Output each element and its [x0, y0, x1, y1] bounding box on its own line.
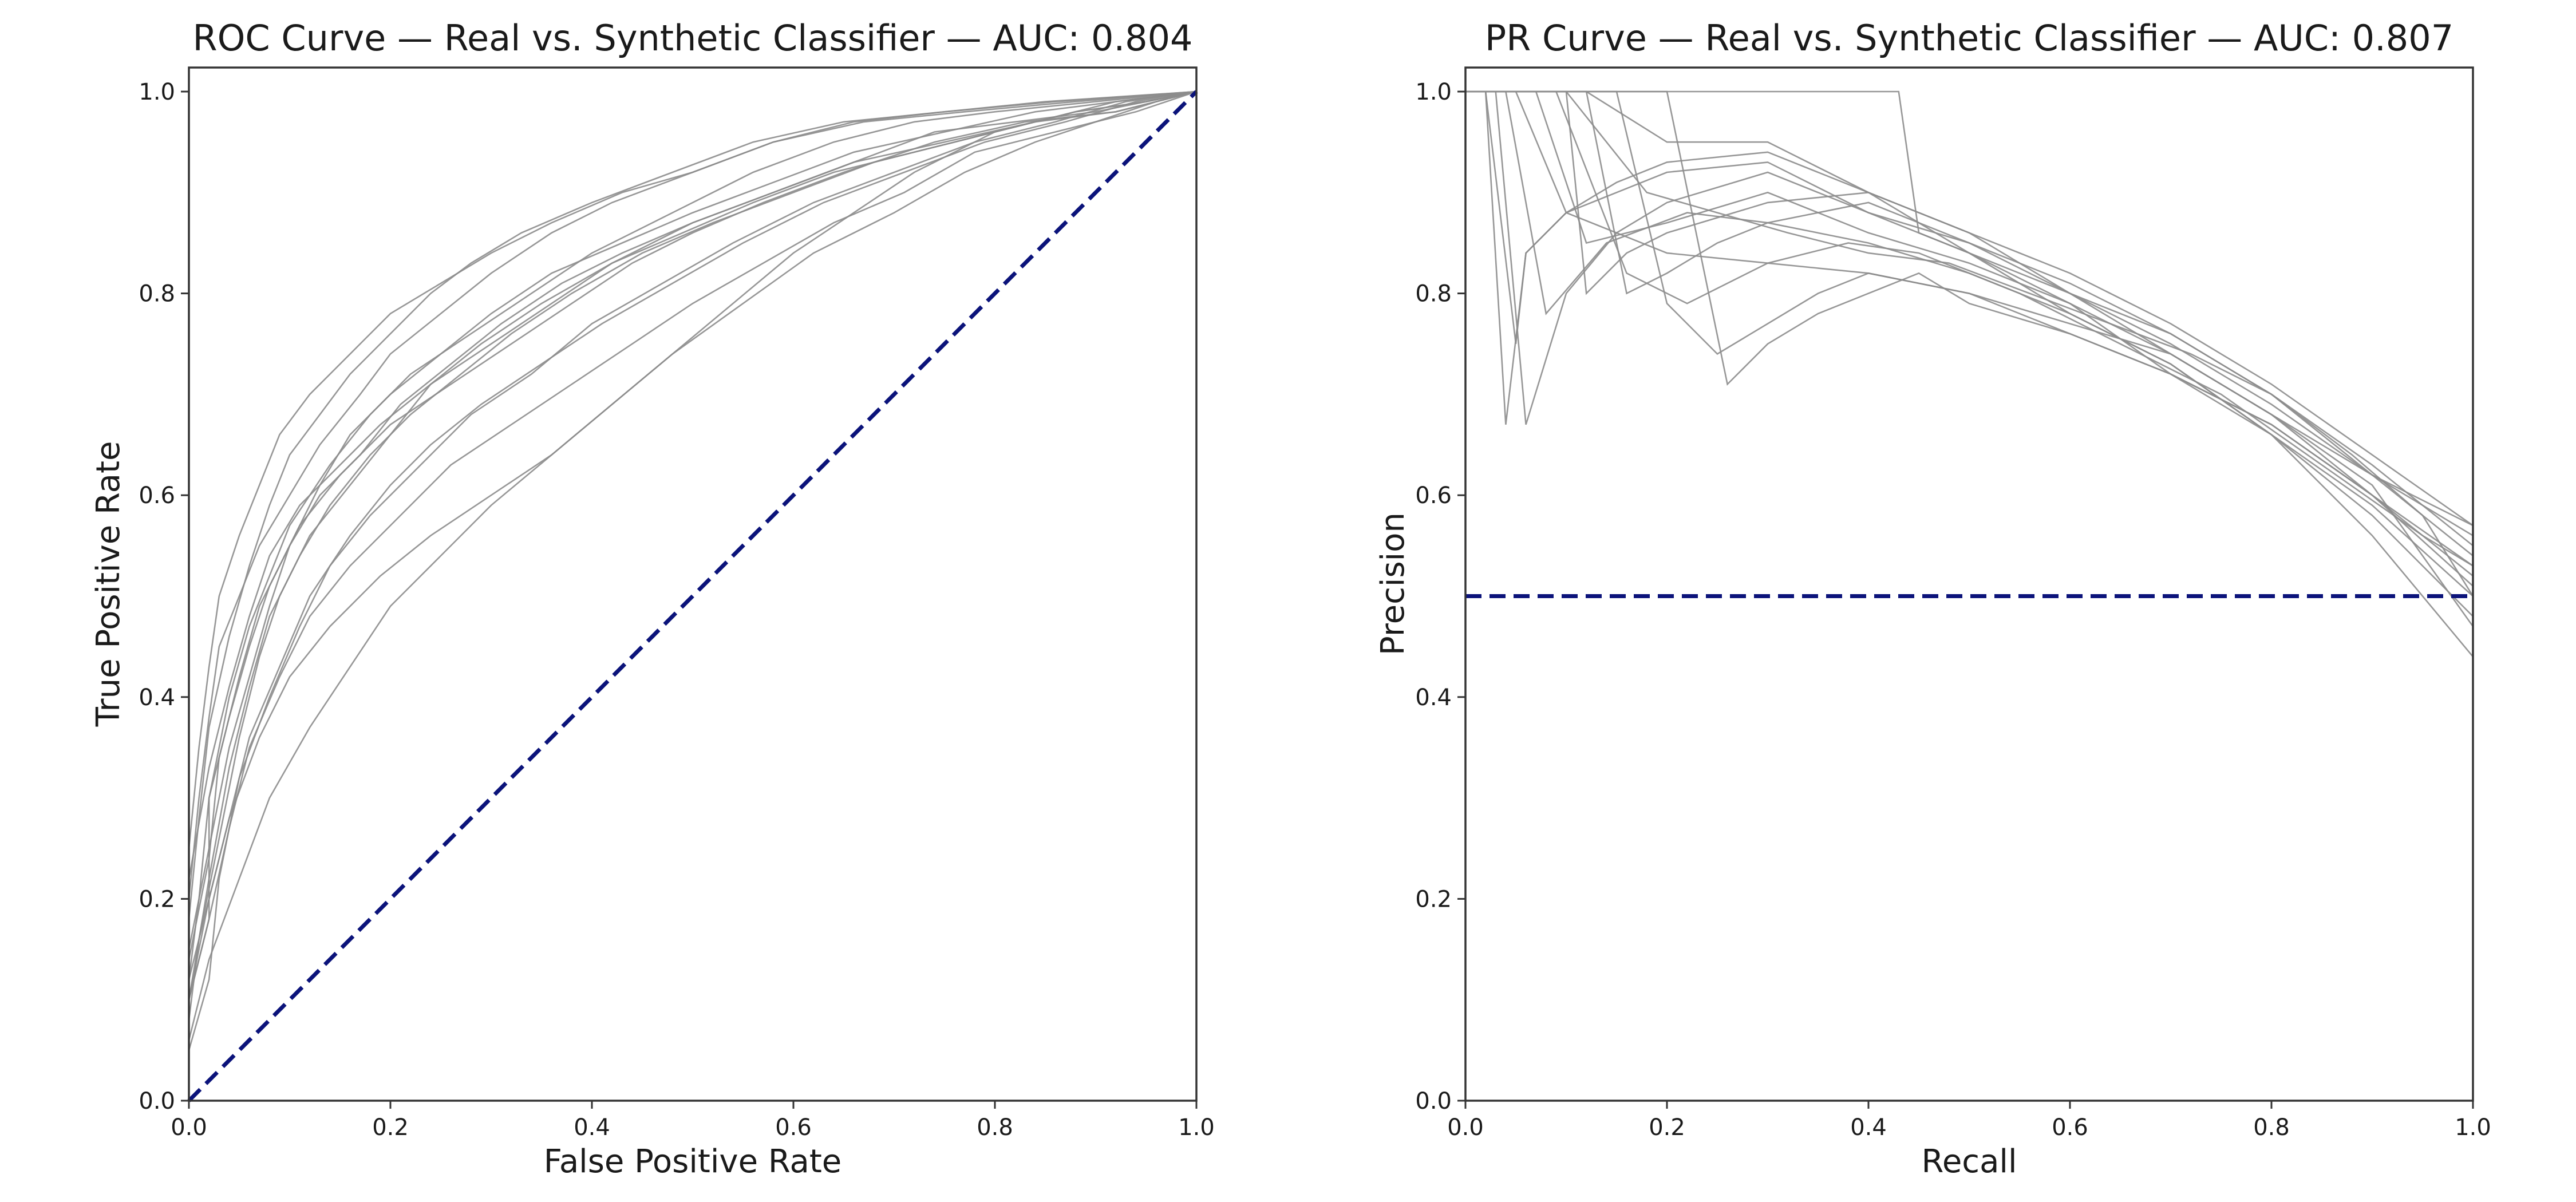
pr-plot-frame: [1464, 66, 2474, 1102]
pr-fold-curve-1: [1465, 90, 2474, 547]
roc-y-tick-label: 0.2: [139, 886, 175, 912]
roc-fold-curve-11: [188, 90, 1197, 1101]
roc-x-tick-label: 1.0: [1178, 1114, 1215, 1141]
pr-x-tick-label: 0.8: [2253, 1114, 2290, 1141]
pr-y-tick-label: 0.8: [1415, 281, 1452, 307]
pr-x-tick-label: 0.0: [1447, 1114, 1484, 1141]
roc-fold-curve-13: [188, 90, 1197, 1101]
pr-fold-curve-2: [1465, 90, 2474, 527]
pr-y-tick-label: 0.0: [1415, 1088, 1452, 1114]
roc-y-tick-label: 0.6: [139, 483, 175, 509]
pr-x-tick-label: 0.2: [1649, 1114, 1685, 1141]
pr-y-tick-label: 0.2: [1415, 886, 1452, 912]
roc-chance-line: [187, 90, 1198, 1102]
pr-fold-curve-9: [1465, 90, 2474, 658]
roc-y-axis: 0.0 0.2 0.4 0.6 0.8 1.0: [139, 79, 189, 1114]
pr-y-tick-label: 1.0: [1415, 79, 1452, 105]
pr-x-tick-label: 1.0: [2455, 1114, 2491, 1141]
roc-x-axis-label: False Positive Rate: [544, 1143, 841, 1180]
pr-fold-curve-7: [1465, 90, 2474, 587]
pr-x-axis: 0.0 0.2 0.4 0.6 0.8 1.0: [1447, 1101, 2491, 1141]
pr-y-axis-label: Precision: [1374, 512, 1412, 655]
pr-x-tick-label: 0.6: [2052, 1114, 2088, 1141]
roc-fold-curve-12: [188, 90, 1197, 1101]
pr-title: PR Curve — Real vs. Synthetic Classifier…: [1485, 17, 2453, 59]
pr-fold-curves: [1465, 90, 2474, 658]
roc-fold-curve-6: [188, 90, 1197, 1101]
pr-fold-curve-14: [1465, 90, 2474, 597]
roc-y-tick-label: 0.8: [139, 281, 175, 307]
roc-panel: ROC Curve — Real vs. Synthetic Classifie…: [90, 17, 1215, 1180]
pr-fold-curve-12: [1465, 90, 2474, 597]
roc-x-tick-label: 0.2: [372, 1114, 409, 1141]
roc-fold-curve-15: [188, 90, 1197, 1101]
roc-y-tick-label: 0.0: [139, 1088, 175, 1114]
roc-x-axis: 0.0 0.2 0.4 0.6 0.8 1.0: [171, 1101, 1215, 1141]
roc-fold-curves: [188, 90, 1197, 1101]
roc-fold-curve-2: [188, 90, 1197, 1101]
pr-fold-curve-13: [1465, 90, 2474, 567]
pr-x-axis-label: Recall: [1921, 1143, 2017, 1180]
pr-x-tick-label: 0.4: [1850, 1114, 1887, 1141]
roc-y-axis-label: True Positive Rate: [90, 441, 127, 727]
pr-y-tick-label: 0.6: [1415, 483, 1452, 509]
roc-fold-curve-4: [188, 90, 1197, 1101]
pr-panel: PR Curve — Real vs. Synthetic Classifier…: [1374, 17, 2491, 1180]
roc-plot-frame: [188, 66, 1198, 1102]
roc-x-tick-label: 0.0: [171, 1114, 207, 1141]
roc-fold-curve-7: [188, 90, 1197, 1101]
roc-title: ROC Curve — Real vs. Synthetic Classifie…: [192, 17, 1192, 59]
pr-fold-curve-4: [1465, 90, 2474, 577]
roc-fold-curve-14: [188, 90, 1197, 1101]
roc-x-tick-label: 0.6: [775, 1114, 812, 1141]
roc-fold-curve-10: [188, 90, 1197, 1101]
pr-y-axis: 0.0 0.2 0.4 0.6 0.8 1.0: [1415, 79, 1465, 1114]
pr-fold-curve-3: [1465, 90, 2474, 557]
roc-y-tick-label: 0.4: [139, 685, 175, 711]
roc-y-tick-label: 1.0: [139, 79, 175, 105]
pr-fold-curve-11: [1465, 90, 2474, 627]
pr-fold-curve-10: [1465, 90, 2474, 567]
pr-fold-curve-5: [1465, 90, 2474, 536]
roc-baseline: [187, 90, 1198, 1102]
pr-fold-curve-8: [1465, 90, 2474, 617]
roc-fold-curve-1: [188, 90, 1197, 1101]
roc-x-tick-label: 0.8: [977, 1114, 1013, 1141]
roc-x-tick-label: 0.4: [574, 1114, 610, 1141]
pr-y-tick-label: 0.4: [1415, 685, 1452, 711]
